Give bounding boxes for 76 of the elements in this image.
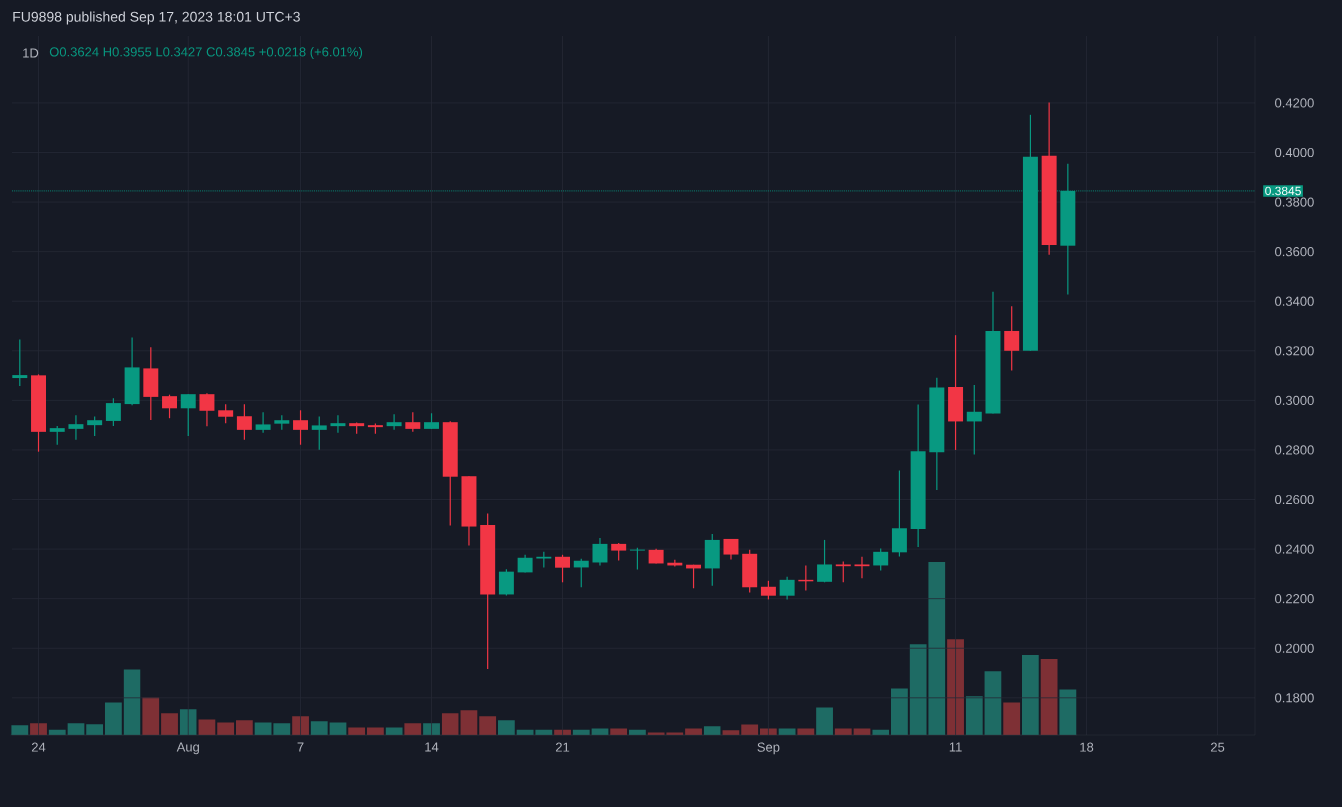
y-tick-label: 0.3000 <box>1275 395 1314 405</box>
x-tick-label: Sep <box>757 742 780 755</box>
y-tick-label: 0.3800 <box>1275 197 1314 207</box>
y-tick-label: 0.2200 <box>1275 594 1314 604</box>
x-tick-label: 24 <box>31 742 46 752</box>
candlestick <box>330 414 346 434</box>
y-tick-label: 0.2800 <box>1275 445 1314 455</box>
candlestick <box>180 393 196 437</box>
bar <box>104 702 122 735</box>
y-tick-label: 0.4200 <box>1275 98 1314 108</box>
bar <box>1059 689 1077 735</box>
candlestick <box>760 580 776 601</box>
bar <box>1040 659 1058 735</box>
candlestick <box>87 415 103 437</box>
x-tick-label: Aug <box>176 742 199 755</box>
bar <box>86 724 104 735</box>
candlestick <box>629 547 645 571</box>
candlestick <box>873 548 889 572</box>
text: 1D <box>23 48 39 58</box>
candlestick <box>779 576 795 601</box>
y-tick-label: 0.2400 <box>1275 544 1314 554</box>
candlestick <box>835 560 851 583</box>
bar <box>479 716 497 735</box>
candlestick <box>498 568 514 597</box>
bar <box>123 669 141 735</box>
x-tick-label: 14 <box>425 742 439 752</box>
candlestick <box>386 413 402 431</box>
x-tick-label: 18 <box>1080 742 1094 752</box>
bar <box>235 720 253 735</box>
candlestick <box>105 397 121 427</box>
text: FU9898 published Sep 17, 2023 18:01 UTC+3 <box>13 11 300 25</box>
bar <box>441 713 459 735</box>
candlestick <box>573 558 589 588</box>
candlestick <box>49 425 65 446</box>
candlestick <box>255 411 271 434</box>
bar <box>142 697 160 735</box>
bar <box>460 710 478 735</box>
candlestick <box>12 338 28 387</box>
y-tick-label: 0.2000 <box>1275 643 1314 653</box>
text: O0.3624 H0.3955 L0.3427 C0.3845 +0.0218 (+6.01%) <box>49 46 363 60</box>
candlestick <box>68 414 84 441</box>
bar <box>816 707 833 735</box>
bar <box>965 696 983 735</box>
bar <box>404 723 422 735</box>
bar <box>1003 702 1021 735</box>
candlestick <box>592 537 608 567</box>
y-tick-label: 0.4000 <box>1275 147 1314 158</box>
bar <box>161 713 178 735</box>
x-tick-label: 7 <box>297 742 304 752</box>
candlestick <box>311 415 327 451</box>
candlestick <box>817 539 833 583</box>
candlestick <box>236 403 252 441</box>
candlestick <box>555 554 571 583</box>
bar <box>310 721 328 735</box>
y-tick-label: 0.1800 <box>1275 693 1314 703</box>
candlestick <box>199 392 215 427</box>
candlestick <box>966 384 982 456</box>
y-tick-label: 0.2600 <box>1275 494 1314 505</box>
x-tick-label: 11 <box>949 742 962 752</box>
y-tick-label: 0.3200 <box>1275 346 1314 356</box>
candlestick <box>218 403 234 424</box>
bar <box>1021 655 1039 735</box>
candlestick <box>854 556 870 579</box>
x-tick-label: 25 <box>1211 742 1225 752</box>
bar <box>984 671 1002 735</box>
bar <box>890 688 908 735</box>
candlestick <box>162 394 178 419</box>
candlestick <box>1004 305 1020 372</box>
y-tick-label: 0.3600 <box>1275 247 1314 257</box>
bar <box>497 720 515 735</box>
y-tick-label: 0.3400 <box>1275 296 1314 306</box>
candlestick <box>293 409 309 446</box>
x-tick-label: 21 <box>555 742 570 752</box>
bar <box>947 639 964 735</box>
candlestick <box>405 411 421 433</box>
ref-line-label: 0.3845 <box>1265 186 1301 196</box>
